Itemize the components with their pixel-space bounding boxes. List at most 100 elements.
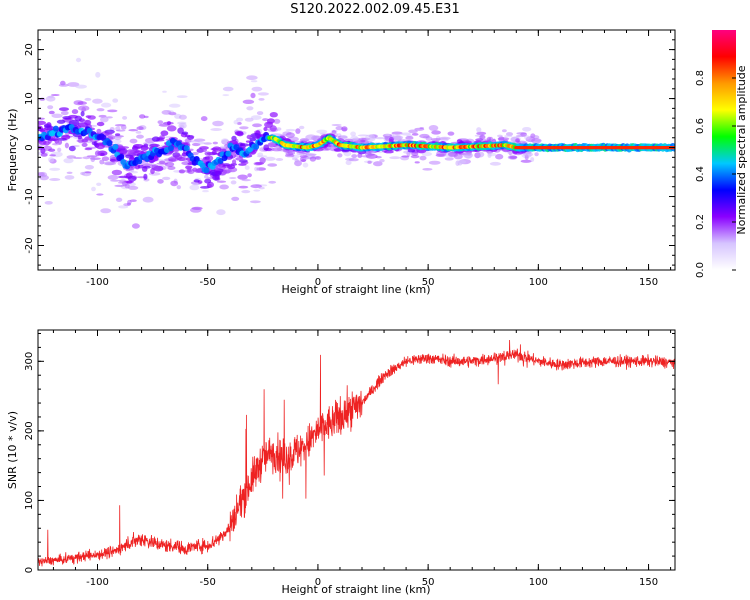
heatmap-cell xyxy=(84,165,94,170)
heatmap-cell xyxy=(373,161,383,167)
heatmap-cell xyxy=(294,158,299,163)
heatmap-cell xyxy=(264,121,273,128)
heatmap-cell xyxy=(475,138,484,142)
heatmap-cell xyxy=(132,144,144,149)
x-tick-label: 100 xyxy=(529,577,548,588)
heatmap-cell xyxy=(112,98,119,103)
heatmap-cell xyxy=(229,177,237,179)
heatmap-cell xyxy=(84,171,92,174)
heatmap-cell xyxy=(40,147,46,154)
heatmap-cell xyxy=(315,156,322,160)
heatmap-cell xyxy=(264,156,276,161)
heatmap-cell xyxy=(48,148,56,152)
heatmap-cell xyxy=(142,196,154,203)
heatmap-cell xyxy=(177,127,184,134)
heatmap-cell xyxy=(115,197,123,202)
heatmap-cell xyxy=(448,152,459,158)
colorbar-tick-label: 0.4 xyxy=(695,166,706,182)
heatmap-cell xyxy=(255,162,264,165)
heatmap-cell xyxy=(96,121,105,127)
heatmap-cell xyxy=(107,109,118,113)
heatmap-cell xyxy=(203,142,212,145)
heatmap-cell xyxy=(128,129,138,132)
heatmap-cell xyxy=(136,134,144,139)
heatmap-cell xyxy=(247,173,252,178)
heatmap-cell xyxy=(75,84,87,89)
heatmap-cell xyxy=(221,138,229,144)
heatmap-cell xyxy=(210,128,223,131)
heatmap-cell xyxy=(39,171,48,178)
heatmap-cell xyxy=(183,145,190,152)
x-tick-label: -100 xyxy=(86,277,109,288)
heatmap-cell xyxy=(431,130,441,135)
heatmap-cell xyxy=(497,137,510,141)
heatmap-cell xyxy=(258,98,265,101)
heatmap-cell xyxy=(212,141,218,145)
heatmap-cell xyxy=(100,134,107,141)
heatmap-cell xyxy=(52,143,60,146)
heatmap-cell xyxy=(68,145,76,152)
heatmap-cell xyxy=(200,186,210,189)
heatmap-cell xyxy=(231,196,240,201)
spectrogram-x-ticks: -100 -50 0 50 100 150 xyxy=(52,30,672,288)
heatmap-cell xyxy=(252,123,262,128)
heatmap-cell xyxy=(44,201,53,205)
y-tick-label: 10 xyxy=(24,92,35,105)
heatmap-cell xyxy=(106,140,113,147)
heatmap-cell xyxy=(238,185,249,189)
heatmap-cell xyxy=(411,151,419,156)
heatmap-cell xyxy=(164,161,175,167)
snr-y-ticks: 0 100 200 300 xyxy=(24,332,675,573)
y-tick-label: 20 xyxy=(24,43,35,56)
heatmap-cell xyxy=(254,166,260,172)
heatmap-cell xyxy=(82,156,91,160)
heatmap-cell xyxy=(38,120,46,125)
heatmap-cell xyxy=(87,115,96,120)
x-tick-label: 50 xyxy=(422,277,435,288)
heatmap-cell xyxy=(96,193,104,196)
heatmap-cell xyxy=(489,161,501,166)
heatmap-cell xyxy=(118,154,125,160)
heatmap-cell xyxy=(428,160,441,165)
heatmap-cell xyxy=(388,136,394,143)
heatmap-cell xyxy=(204,174,209,179)
colorbar-gradient xyxy=(712,30,736,270)
heatmap-cell xyxy=(162,90,167,93)
heatmap-cell xyxy=(187,166,191,173)
heatmap-cell xyxy=(162,176,171,181)
heatmap-cell xyxy=(126,180,133,184)
heatmap-cell xyxy=(81,142,88,147)
heatmap-cell xyxy=(204,178,212,184)
heatmap-cell xyxy=(367,138,376,142)
heatmap-cell xyxy=(422,168,433,171)
heatmap-cell xyxy=(131,223,140,229)
heatmap-cell xyxy=(299,155,308,158)
heatmap-cell xyxy=(502,129,507,133)
heatmap-cell xyxy=(75,57,82,63)
heatmap-cell xyxy=(64,142,69,149)
heatmap-cell xyxy=(127,185,139,190)
x-tick-label: 0 xyxy=(315,577,321,588)
heatmap-cell xyxy=(251,86,263,92)
heatmap-cell xyxy=(534,152,539,157)
heatmap-cell xyxy=(127,175,137,182)
heatmap-cell xyxy=(347,139,360,142)
heatmap-cell xyxy=(64,175,75,180)
heatmap-cell xyxy=(233,120,239,125)
heatmap-cell xyxy=(193,179,200,183)
heatmap-cell xyxy=(178,114,187,120)
heatmap-cell xyxy=(487,152,492,158)
heatmap-cell xyxy=(263,144,270,151)
heatmap-cell xyxy=(174,154,183,161)
heatmap-cell xyxy=(391,131,403,135)
heatmap-cell xyxy=(107,175,119,180)
heatmap-cell xyxy=(187,135,194,140)
heatmap-cell xyxy=(242,99,255,105)
heatmap-cell xyxy=(60,110,69,116)
heatmap-cell xyxy=(178,169,186,174)
heatmap-cell xyxy=(269,112,278,118)
heatmap-cell xyxy=(137,164,144,169)
spectrogram-x-label: Height of straight line (km) xyxy=(281,283,430,296)
heatmap-cell xyxy=(212,174,220,181)
heatmap-cell xyxy=(206,155,214,161)
